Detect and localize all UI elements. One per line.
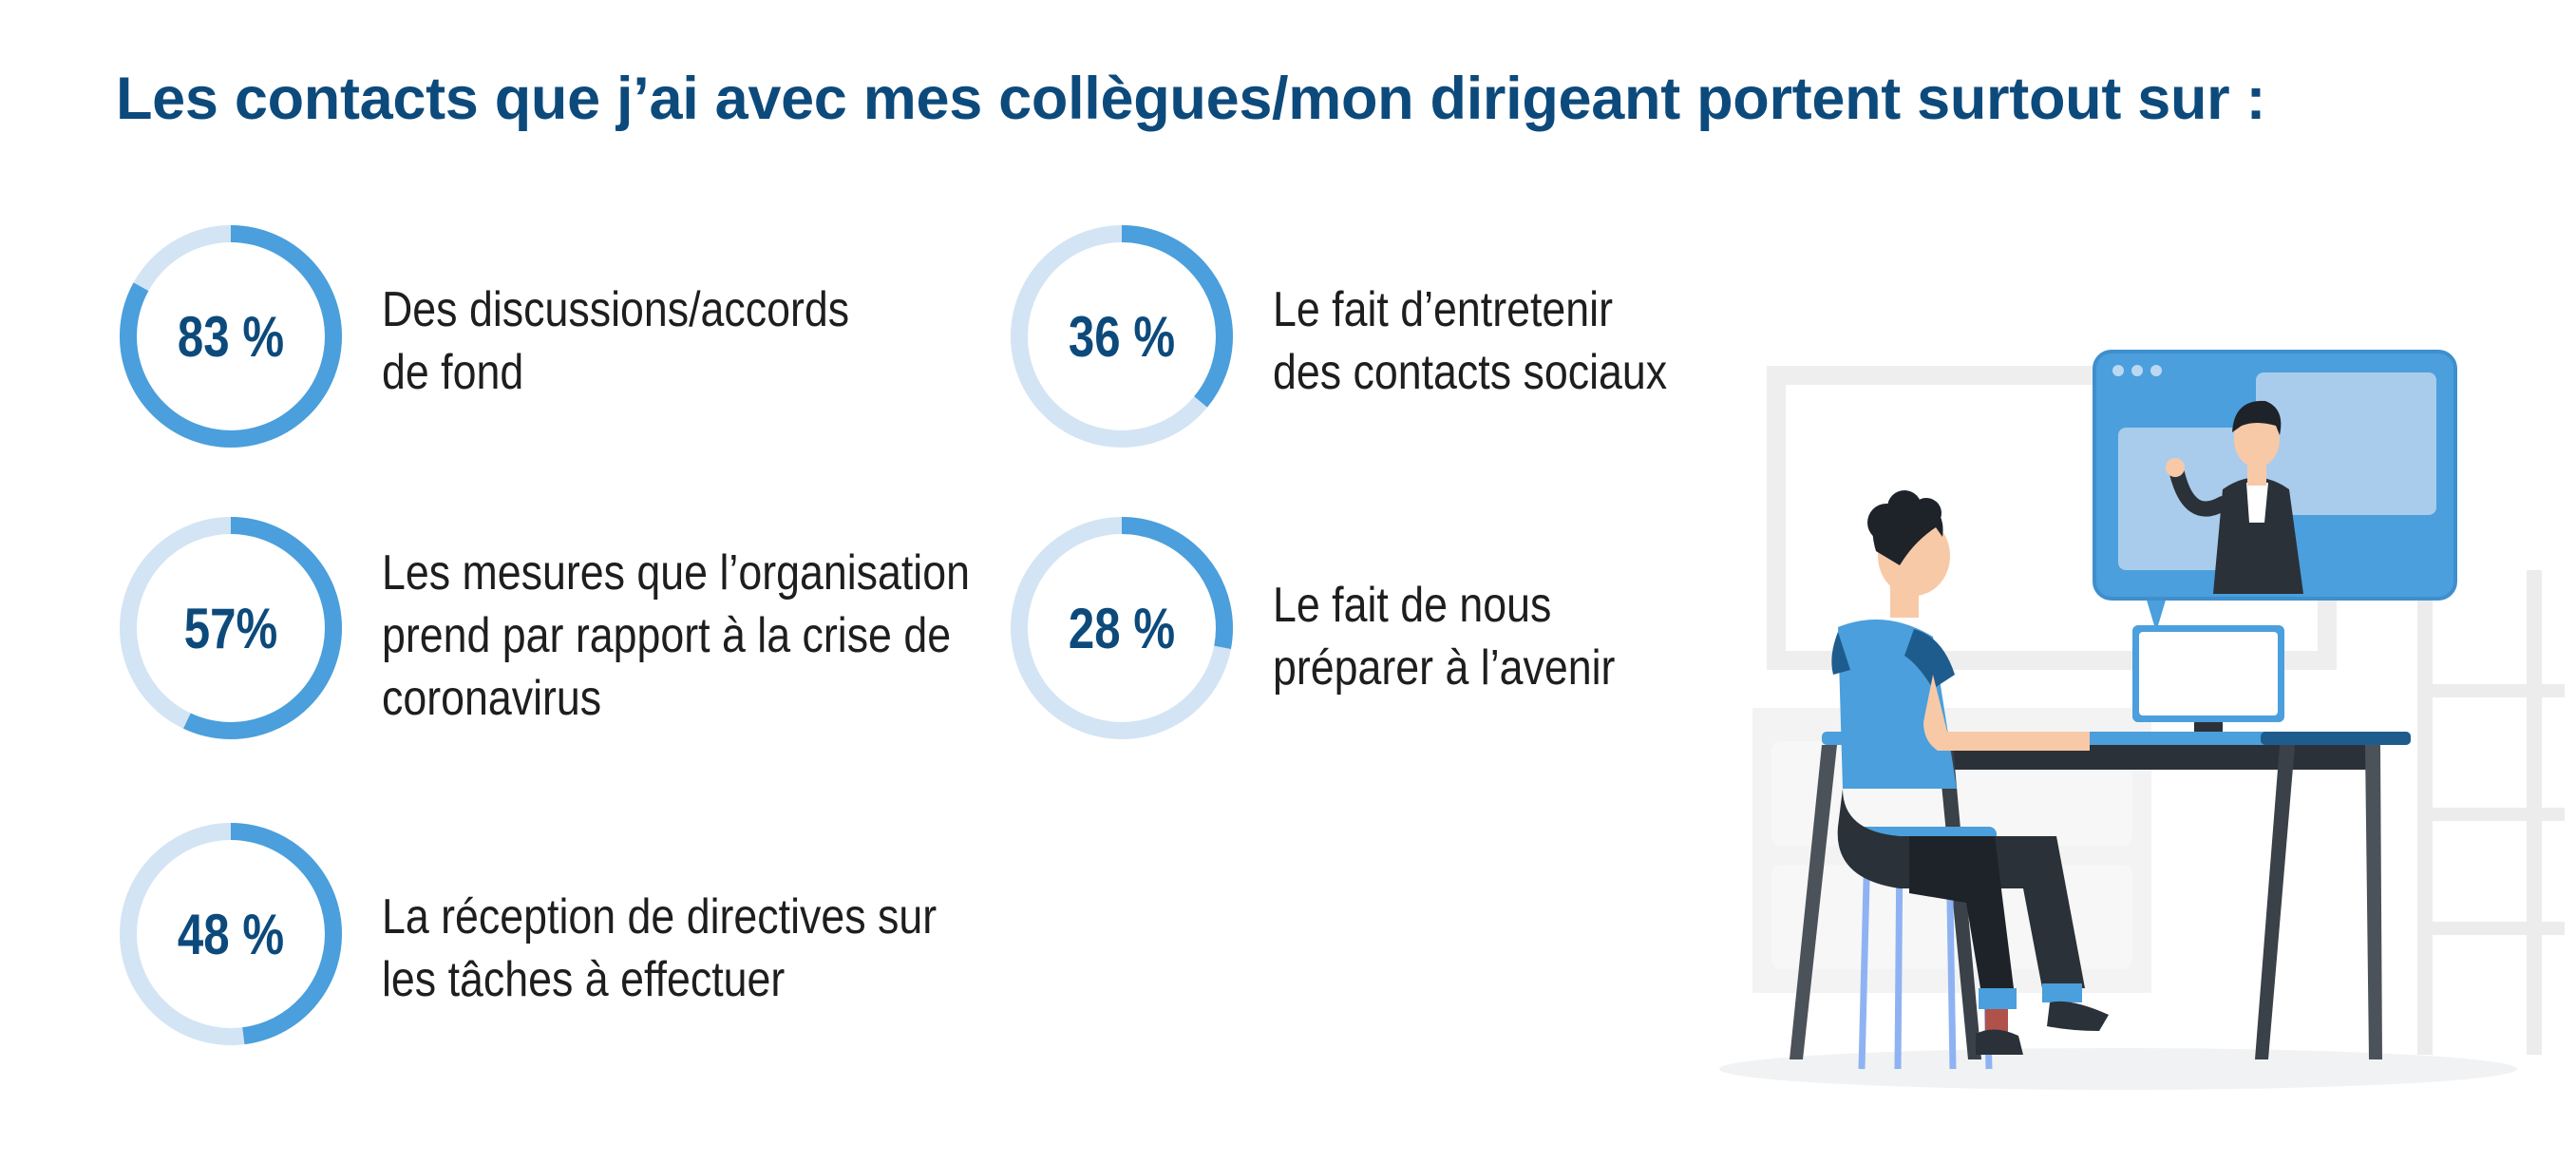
value-label: 57%: [183, 596, 278, 660]
background-shelf: [2417, 570, 2565, 1055]
category-label: Des discussions/accords de fond: [382, 282, 850, 400]
presenter-figure: [2166, 400, 2303, 594]
category-label: La réception de directives sur les tâche…: [382, 889, 938, 1007]
video-call-illustration: [1719, 350, 2565, 1090]
donut-value-arc: [1011, 225, 1233, 448]
category-label: Le fait d’entretenir des contacts sociau…: [1273, 282, 1668, 400]
page-title: Les contacts que j’ai avec mes collègues…: [116, 66, 2266, 132]
chart-item: 83 % Des discussions/accords de fond: [116, 221, 1066, 451]
video-screen: [2093, 350, 2457, 632]
chart-item: 28 % Le fait de nous préparer à l’avenir: [1007, 513, 1957, 743]
value-label: 48 %: [177, 902, 285, 966]
chart-item: 36 % Le fait d’entretenir des contacts so…: [1007, 221, 1957, 451]
donut-ring: [120, 225, 342, 448]
donut-value-arc: [120, 225, 342, 448]
donut-value-arc: [120, 517, 342, 739]
chart-item: 48 % La réception de directives sur les t…: [116, 819, 1066, 1049]
laptop: [2132, 625, 2284, 734]
value-label: 83 %: [177, 304, 285, 369]
donut-ring: [120, 517, 342, 739]
seated-person: [1831, 490, 2109, 1055]
chart-item: 57% Les mesures que l’organisation prend …: [116, 513, 1066, 743]
donut-ring: [1011, 225, 1233, 448]
value-label: 36 %: [1068, 304, 1176, 369]
value-label: 28 %: [1068, 596, 1176, 660]
donut-ring: [1011, 517, 1233, 739]
category-label: Les mesures que l’organisation prend par…: [382, 545, 970, 726]
donut-ring: [120, 823, 342, 1045]
category-label: Le fait de nous préparer à l’avenir: [1273, 578, 1616, 696]
floor-shadow: [1719, 1048, 2517, 1090]
donut-value-arc: [1011, 517, 1233, 739]
donut-value-arc: [120, 823, 342, 1045]
